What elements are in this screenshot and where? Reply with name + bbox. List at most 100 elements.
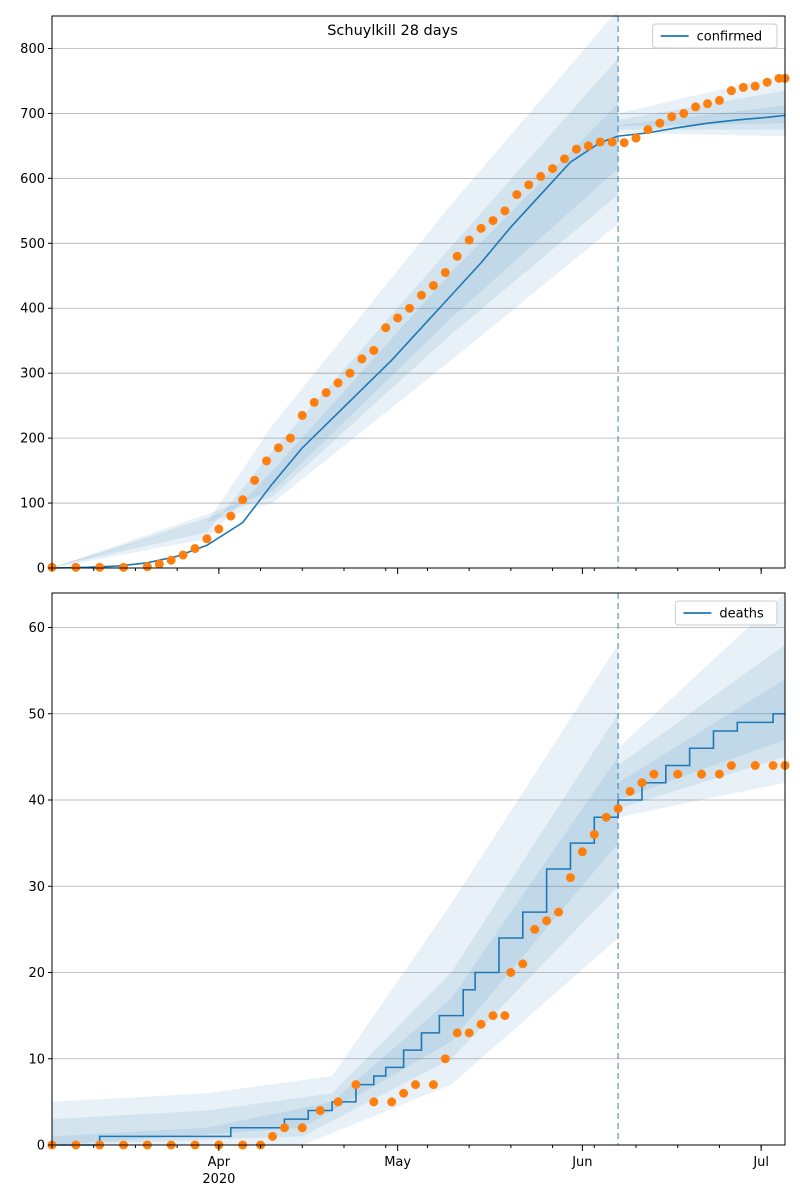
legend-label: deaths — [719, 607, 764, 622]
uncertainty-band — [52, 593, 785, 1145]
data-point — [560, 154, 570, 164]
data-point — [565, 873, 575, 883]
data-point — [315, 1106, 325, 1115]
data-point — [297, 410, 307, 420]
data-point — [142, 562, 152, 572]
data-point — [309, 397, 319, 407]
data-point — [500, 1011, 510, 1021]
y-tick-label: 100 — [20, 497, 45, 512]
legend-box — [652, 23, 778, 49]
uncertainty-band — [52, 58, 785, 569]
data-point — [613, 804, 623, 814]
data-point — [226, 511, 236, 521]
uncertainty-band — [52, 679, 785, 1145]
y-tick-label: 10 — [28, 1052, 45, 1067]
y-tick-label: 40 — [28, 794, 45, 809]
data-point — [554, 907, 564, 917]
data-point — [440, 1054, 450, 1064]
x-tick-label: Jul — [752, 1155, 769, 1170]
data-point — [637, 778, 647, 788]
data-point — [154, 559, 164, 569]
data-point — [297, 1123, 307, 1133]
chart-panel-2: 0 10 20 30 40 50 60 Apr 2020 May Jun Jul deaths — [28, 592, 790, 1187]
plot-frame — [51, 592, 786, 1146]
data-point — [214, 524, 224, 534]
data-point — [750, 81, 760, 91]
data-point — [95, 562, 105, 572]
x-tick-sublabel: 2020 — [202, 1172, 235, 1187]
data-point — [250, 475, 260, 485]
legend-box — [674, 600, 778, 626]
data-point — [691, 102, 701, 112]
data-point — [321, 388, 331, 398]
data-point — [279, 1123, 289, 1133]
y-tick-label: 700 — [20, 107, 45, 122]
data-point — [488, 216, 498, 226]
y-tick-label: 500 — [20, 237, 45, 252]
y-tick-label: 0 — [37, 1139, 45, 1154]
chart-panel-1: 0 100 200 300 400 500 600 700 800 Schuylkill 28 d… — [20, 9, 790, 577]
y-tick-label: 50 — [28, 707, 45, 722]
data-point — [548, 164, 558, 174]
data-point — [524, 180, 534, 190]
data-point — [440, 268, 450, 278]
data-point — [387, 1097, 397, 1107]
data-point — [601, 812, 611, 822]
data-point — [369, 345, 379, 355]
data-point — [750, 761, 760, 770]
data-point — [530, 924, 540, 934]
data-point — [500, 206, 510, 216]
data-point — [518, 959, 528, 969]
data-point — [726, 761, 736, 770]
x-tick-label: Apr — [208, 1155, 231, 1170]
data-point — [703, 99, 713, 109]
data-point — [405, 303, 415, 313]
data-point — [428, 281, 438, 291]
legend-label: confirmed — [697, 30, 763, 45]
data-point — [726, 86, 736, 96]
data-point — [190, 544, 200, 554]
data-point — [619, 138, 629, 148]
y-tick-label: 0 — [37, 562, 45, 577]
chart-title: Schuylkill 28 days — [327, 23, 458, 39]
data-point — [119, 562, 129, 572]
data-point — [488, 1011, 498, 1021]
data-point — [643, 125, 653, 135]
data-point — [655, 118, 665, 128]
legend: confirmed — [652, 23, 778, 49]
data-point — [71, 562, 81, 572]
data-point — [577, 847, 587, 857]
data-point — [714, 769, 724, 779]
data-point — [381, 323, 391, 333]
data-point — [464, 1028, 474, 1038]
data-point — [357, 354, 367, 364]
data-point — [631, 133, 641, 143]
y-tick-label: 600 — [20, 172, 45, 187]
legend: deaths — [674, 600, 778, 626]
data-point — [267, 1131, 277, 1141]
x-tick-label: Jun — [571, 1155, 592, 1170]
data-point — [583, 141, 593, 151]
data-point — [649, 769, 659, 779]
data-point — [768, 761, 778, 770]
data-point — [345, 368, 355, 378]
data-point — [476, 223, 486, 233]
data-point — [714, 95, 724, 105]
data-point — [416, 290, 426, 300]
data-point — [673, 769, 683, 779]
data-point — [512, 190, 522, 200]
data-point — [411, 1080, 421, 1090]
data-point — [452, 1028, 462, 1038]
data-point — [333, 378, 343, 388]
y-tick-label: 400 — [20, 302, 45, 317]
data-point — [571, 144, 581, 154]
data-point — [542, 916, 552, 926]
x-tick-label: May — [384, 1155, 411, 1170]
data-point — [667, 112, 677, 122]
y-tick-label: 800 — [20, 42, 45, 57]
data-point — [351, 1080, 361, 1090]
data-point — [452, 251, 462, 261]
y-tick-label: 60 — [28, 621, 45, 636]
data-point — [464, 235, 474, 245]
